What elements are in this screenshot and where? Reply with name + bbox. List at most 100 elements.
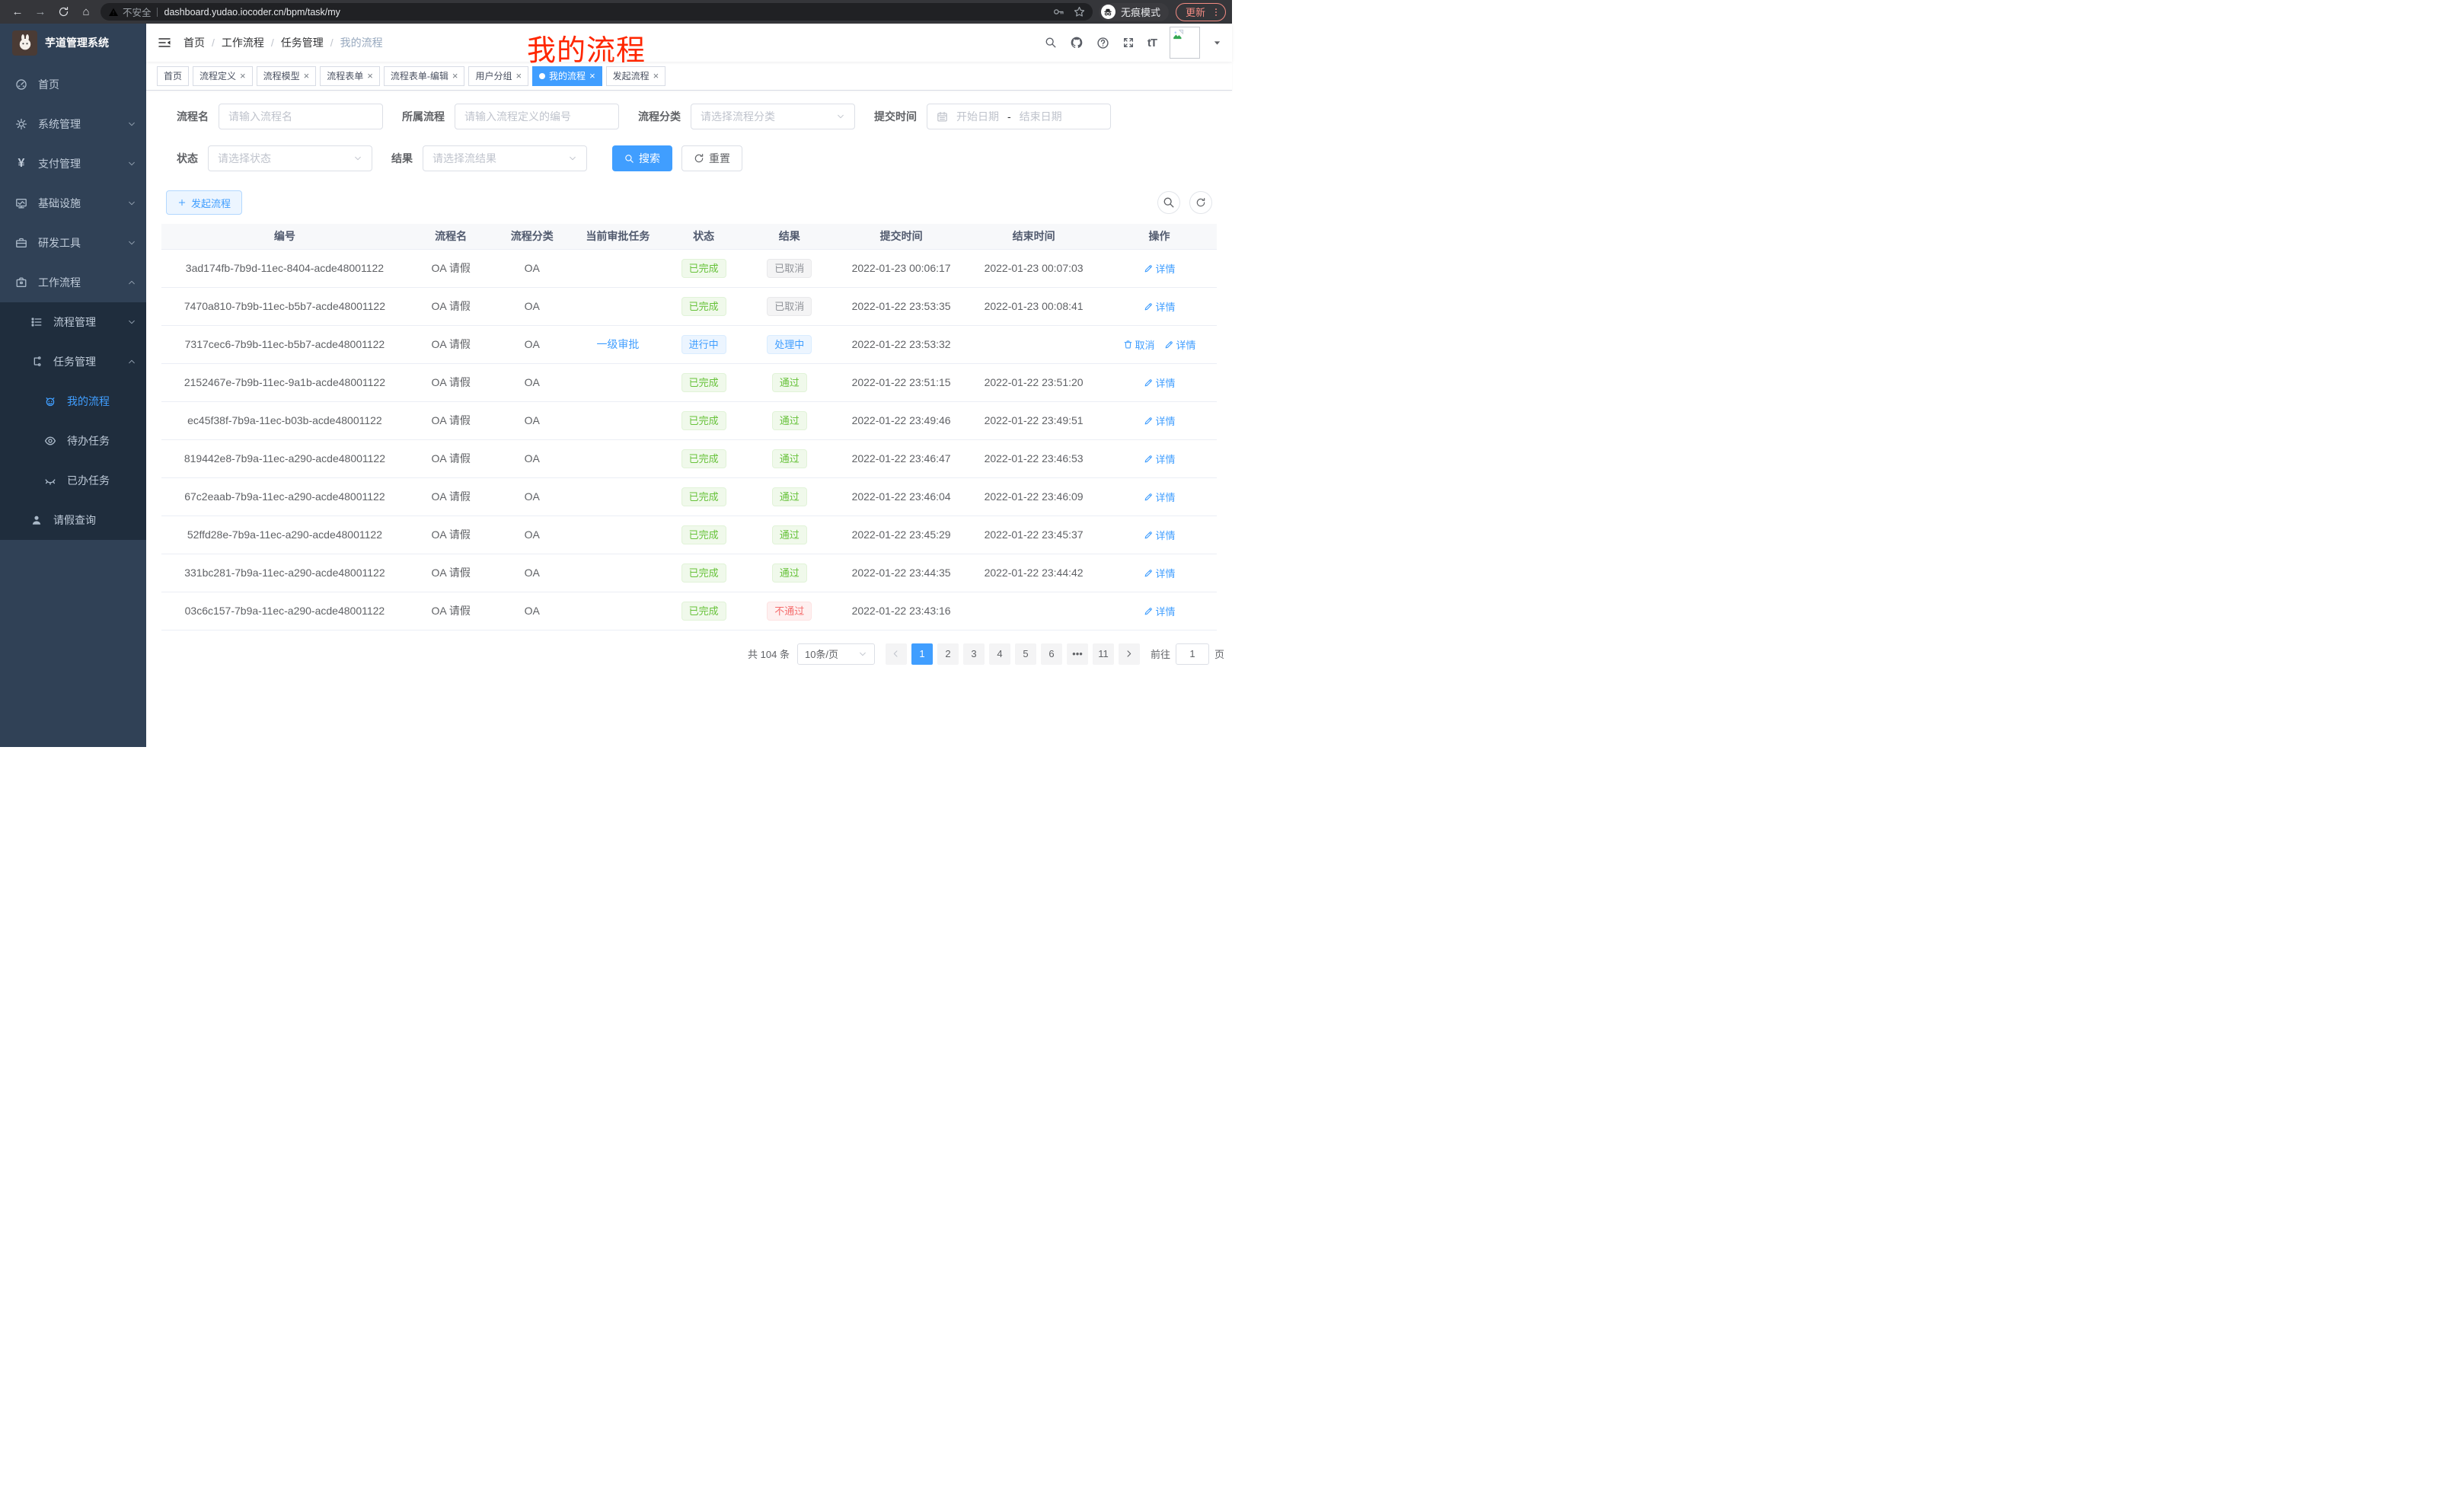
sidebar-item-system[interactable]: 系统管理 — [0, 104, 146, 144]
edit-icon — [1144, 378, 1154, 388]
breadcrumb-item[interactable]: 工作流程 — [221, 37, 264, 49]
detail-action-link[interactable]: 详情 — [1144, 261, 1176, 276]
tab-item[interactable]: 流程模型 × — [256, 65, 317, 86]
detail-action-link[interactable]: 详情 — [1144, 299, 1176, 314]
cancel-action-link[interactable]: 取消 — [1123, 337, 1155, 352]
sidebar-item-home[interactable]: 首页 — [0, 65, 146, 104]
jump-page-input[interactable]: 1 — [1175, 643, 1209, 665]
close-tab-icon[interactable]: × — [589, 70, 595, 81]
edit-icon — [1164, 340, 1174, 350]
close-tab-icon[interactable]: × — [240, 70, 246, 81]
placeholder-text: 请输入流程定义的编号 — [464, 110, 571, 123]
search-icon[interactable] — [1045, 37, 1057, 49]
bookmark-star-icon[interactable] — [1074, 6, 1085, 18]
close-tab-icon[interactable]: × — [367, 70, 373, 81]
filter-label: 提交时间 — [874, 110, 917, 123]
page-button[interactable]: 6 — [1040, 643, 1062, 665]
sidebar-item-done-tasks[interactable]: 已办任务 — [0, 461, 146, 500]
create-process-button[interactable]: 发起流程 — [166, 190, 243, 215]
search-button[interactable]: 搜索 — [612, 145, 672, 171]
sidebar-item-payment[interactable]: ¥ 支付管理 — [0, 144, 146, 184]
process-category-select[interactable]: 请选择流程分类 — [691, 104, 855, 129]
sidebar-item-leave-query[interactable]: 请假查询 — [0, 500, 146, 540]
cell-process-id: 03c6c157-7b9a-11ec-a290-acde48001122 — [161, 592, 408, 630]
detail-action-link[interactable]: 详情 — [1164, 337, 1196, 352]
current-task-link[interactable]: 一级审批 — [596, 338, 640, 350]
forward-icon[interactable]: → — [34, 5, 46, 18]
page-button[interactable]: 11 — [1092, 643, 1114, 665]
page-button[interactable]: 3 — [962, 643, 985, 665]
cell-category: OA — [493, 477, 571, 516]
browser-update-menu-button[interactable]: 更新 — [1175, 2, 1226, 21]
tab-item[interactable]: 流程表单 × — [320, 65, 380, 86]
sidebar-item-infra[interactable]: 基础设施 — [0, 184, 146, 223]
cell-end-time: 2022-01-22 23:46:53 — [965, 439, 1103, 478]
more-pages-button[interactable]: ••• — [1066, 643, 1088, 665]
detail-action-link[interactable]: 详情 — [1144, 375, 1176, 390]
close-tab-icon[interactable]: × — [452, 70, 458, 81]
detail-action-link[interactable]: 详情 — [1144, 490, 1176, 504]
reload-icon[interactable] — [52, 6, 75, 18]
address-bar[interactable]: 不安全 dashboard.yudao.iocoder.cn/bpm/task/… — [101, 3, 1093, 21]
prev-page-button[interactable] — [885, 643, 907, 665]
chevron-down-icon[interactable] — [1213, 39, 1221, 47]
key-icon[interactable] — [1053, 6, 1064, 18]
tab-item[interactable]: 发起流程 × — [605, 65, 666, 86]
tab-item[interactable]: 流程定义 × — [193, 65, 253, 86]
tab-item[interactable]: 流程表单-编辑 × — [383, 65, 465, 86]
tab-item[interactable]: 我的流程 × — [532, 65, 602, 86]
sidebar-item-task-mgmt[interactable]: 任务管理 — [0, 342, 146, 381]
result-badge: 通过 — [771, 487, 807, 506]
font-size-icon[interactable]: tT — [1147, 36, 1157, 49]
show-search-button[interactable] — [1157, 191, 1180, 214]
chevron-up-icon — [127, 278, 136, 287]
page-button[interactable]: 2 — [937, 643, 959, 665]
close-tab-icon[interactable]: × — [515, 70, 522, 81]
cell-actions: 详情 — [1102, 592, 1217, 630]
submit-time-range-picker[interactable]: 开始日期 - 结束日期 — [927, 104, 1111, 129]
sidebar-item-todo-tasks[interactable]: 待办任务 — [0, 421, 146, 461]
next-page-button[interactable] — [1118, 643, 1140, 665]
page-button[interactable]: 1 — [911, 643, 933, 665]
sidebar-item-workflow[interactable]: 工作流程 — [0, 263, 146, 302]
sidebar-item-my-process[interactable]: 我的流程 — [0, 381, 146, 421]
breadcrumb-item[interactable]: 首页 — [184, 37, 205, 49]
close-tab-icon[interactable]: × — [303, 70, 310, 81]
detail-action-link[interactable]: 详情 — [1144, 413, 1176, 428]
github-icon[interactable] — [1070, 36, 1084, 49]
page-size-select[interactable]: 10条/页 — [796, 643, 875, 665]
tab-item[interactable]: 首页 — [157, 65, 190, 86]
page-button[interactable]: 5 — [1014, 643, 1036, 665]
reset-button[interactable]: 重置 — [681, 145, 742, 171]
close-tab-icon[interactable]: × — [653, 70, 659, 81]
page-button[interactable]: 4 — [988, 643, 1010, 665]
process-name-input[interactable]: 请输入流程名 — [219, 104, 383, 129]
detail-action-link[interactable]: 详情 — [1144, 604, 1176, 618]
table-row: 3ad174fb-7b9d-11ec-8404-acde48001122 OA 请… — [161, 249, 1217, 288]
cell-status: 已完成 — [665, 363, 742, 402]
avatar[interactable] — [1170, 27, 1200, 59]
action-label: 详情 — [1155, 491, 1176, 503]
back-icon[interactable]: ← — [11, 5, 24, 18]
sidebar-item-process-mgmt[interactable]: 流程管理 — [0, 302, 146, 342]
tab-item[interactable]: 用户分组 × — [468, 65, 529, 86]
detail-action-link[interactable]: 详情 — [1144, 566, 1176, 580]
status-select[interactable]: 请选择状态 — [208, 145, 372, 171]
refresh-table-button[interactable] — [1189, 191, 1212, 214]
sidebar-item-devtools[interactable]: 研发工具 — [0, 223, 146, 263]
sidebar-item-label: 任务管理 — [53, 356, 96, 368]
column-header: 结果 — [742, 224, 838, 250]
breadcrumb-item[interactable]: 任务管理 — [280, 37, 324, 49]
create-process-label: 发起流程 — [191, 197, 231, 209]
detail-action-link[interactable]: 详情 — [1144, 528, 1176, 542]
result-select[interactable]: 请选择流结果 — [423, 145, 587, 171]
help-icon[interactable] — [1096, 37, 1109, 49]
column-header: 操作 — [1102, 224, 1217, 250]
parent-process-input[interactable]: 请输入流程定义的编号 — [455, 104, 619, 129]
cell-status: 已完成 — [665, 592, 742, 630]
cell-category: OA — [493, 249, 571, 288]
detail-action-link[interactable]: 详情 — [1144, 452, 1176, 466]
fullscreen-icon[interactable] — [1122, 37, 1135, 49]
home-icon[interactable]: ⌂ — [82, 5, 90, 18]
sidebar-toggle-icon[interactable] — [158, 36, 171, 49]
